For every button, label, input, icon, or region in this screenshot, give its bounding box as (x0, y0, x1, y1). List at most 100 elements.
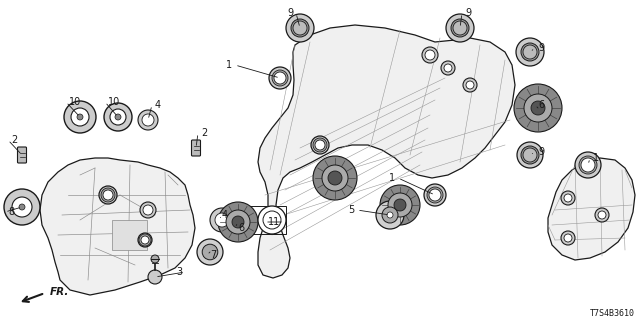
Text: 9: 9 (287, 8, 293, 18)
Text: 4: 4 (155, 100, 161, 110)
Circle shape (561, 231, 575, 245)
Text: 1: 1 (389, 173, 395, 183)
Circle shape (258, 206, 286, 234)
Circle shape (313, 156, 357, 200)
Polygon shape (548, 158, 635, 260)
Text: 5: 5 (348, 205, 354, 215)
Circle shape (315, 140, 325, 150)
Text: 10: 10 (108, 97, 120, 107)
Circle shape (110, 109, 126, 125)
Circle shape (564, 194, 572, 202)
Text: 1: 1 (226, 60, 232, 70)
Circle shape (382, 207, 398, 223)
Circle shape (521, 146, 539, 164)
Circle shape (425, 50, 435, 60)
Circle shape (561, 191, 575, 205)
Circle shape (313, 138, 327, 152)
Text: FR.: FR. (50, 287, 69, 297)
Circle shape (524, 94, 552, 122)
Circle shape (269, 67, 291, 89)
Circle shape (387, 212, 393, 218)
Circle shape (451, 19, 469, 37)
Circle shape (446, 14, 474, 42)
Circle shape (272, 70, 288, 86)
FancyBboxPatch shape (17, 147, 26, 163)
Text: 2: 2 (11, 135, 17, 145)
Circle shape (138, 233, 152, 247)
Circle shape (101, 188, 115, 202)
Circle shape (210, 208, 234, 232)
Text: 7: 7 (210, 250, 216, 260)
Circle shape (232, 216, 244, 228)
Circle shape (523, 148, 537, 162)
Circle shape (140, 202, 156, 218)
Text: 2: 2 (201, 128, 207, 138)
Circle shape (71, 108, 89, 126)
Circle shape (388, 193, 412, 217)
Circle shape (64, 101, 96, 133)
Circle shape (429, 189, 441, 201)
Circle shape (286, 14, 314, 42)
Circle shape (579, 156, 597, 174)
Circle shape (453, 21, 467, 35)
Circle shape (138, 110, 158, 130)
Circle shape (151, 255, 159, 263)
Circle shape (4, 189, 40, 225)
Circle shape (380, 185, 420, 225)
Text: 4: 4 (222, 210, 228, 220)
Circle shape (293, 21, 307, 35)
Circle shape (523, 45, 537, 59)
Circle shape (466, 81, 474, 89)
Polygon shape (40, 158, 195, 295)
Text: 10: 10 (69, 97, 81, 107)
Bar (250, 206, 286, 234)
Text: 9: 9 (465, 8, 471, 18)
Circle shape (274, 72, 286, 84)
Text: T7S4B3610: T7S4B3610 (590, 309, 635, 318)
Circle shape (581, 158, 595, 172)
Circle shape (444, 64, 452, 72)
Circle shape (77, 114, 83, 120)
Polygon shape (258, 25, 515, 278)
Circle shape (99, 186, 117, 204)
FancyBboxPatch shape (191, 140, 200, 156)
Circle shape (531, 101, 545, 115)
Circle shape (311, 136, 329, 154)
Text: 9: 9 (538, 147, 544, 157)
Text: 9: 9 (538, 43, 544, 53)
Circle shape (291, 19, 309, 37)
FancyBboxPatch shape (112, 220, 147, 250)
Circle shape (595, 208, 609, 222)
Circle shape (516, 38, 544, 66)
Text: 11: 11 (268, 217, 280, 227)
Text: 1: 1 (593, 153, 599, 163)
Circle shape (463, 78, 477, 92)
Circle shape (226, 210, 250, 234)
Circle shape (394, 199, 406, 211)
Circle shape (422, 47, 438, 63)
Circle shape (215, 213, 229, 227)
Circle shape (521, 43, 539, 61)
Circle shape (141, 236, 149, 244)
Circle shape (115, 114, 121, 120)
Circle shape (202, 244, 218, 260)
Circle shape (441, 61, 455, 75)
Circle shape (564, 234, 572, 242)
Circle shape (376, 201, 404, 229)
Text: 3: 3 (176, 267, 182, 277)
Circle shape (575, 152, 601, 178)
Circle shape (424, 184, 446, 206)
Circle shape (148, 270, 162, 284)
Circle shape (322, 165, 348, 191)
Circle shape (103, 190, 113, 200)
Circle shape (427, 187, 443, 203)
Circle shape (143, 205, 153, 215)
Circle shape (218, 202, 258, 242)
Circle shape (263, 211, 281, 229)
Circle shape (328, 171, 342, 185)
Circle shape (139, 234, 151, 246)
Circle shape (598, 211, 606, 219)
Circle shape (514, 84, 562, 132)
Circle shape (197, 239, 223, 265)
Text: 6: 6 (538, 100, 544, 110)
